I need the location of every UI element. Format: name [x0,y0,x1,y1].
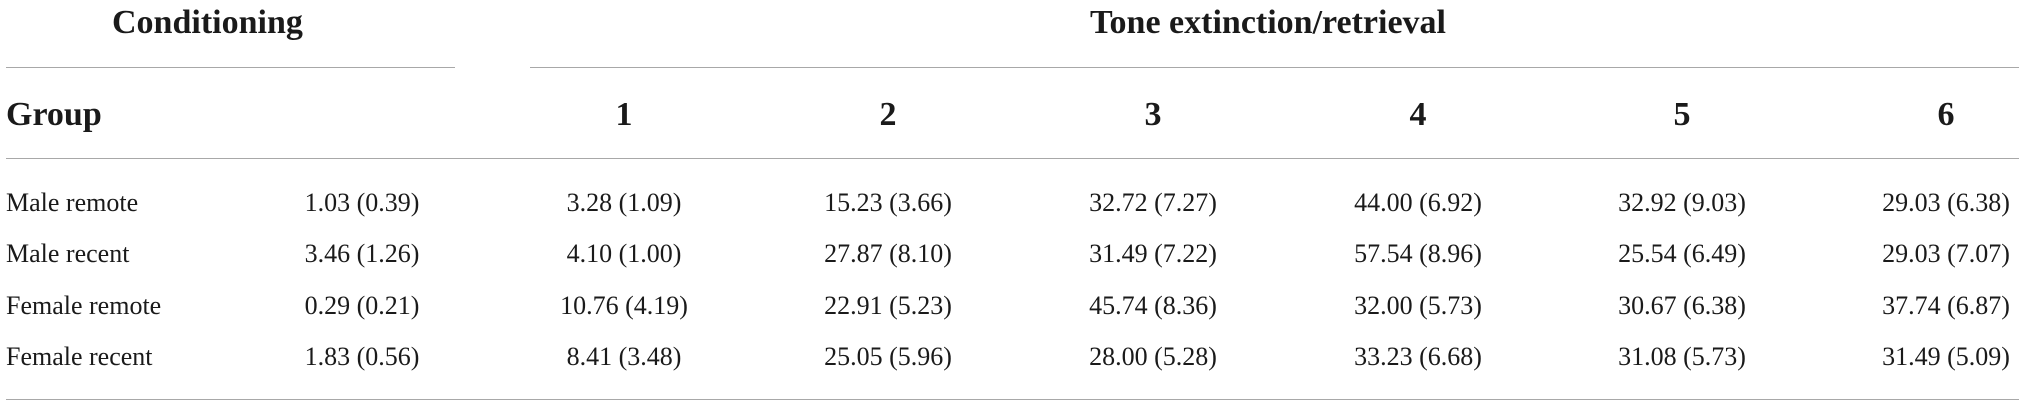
table-cell-session-4: 57.54 (8.96) [1354,239,1482,268]
session-4-header: 4 [1409,96,1427,133]
table-cell-session-6: 37.74 (6.87) [1882,291,2010,320]
tone-extinction-retrieval-header: Tone extinction/retrieval [1089,4,1447,41]
table-cell-conditioning: 1.03 (0.39) [304,188,420,217]
table-row-group: Male remote [6,188,139,217]
table-cell-session-3: 45.74 (8.36) [1089,291,1217,320]
table-cell-session-6: 31.49 (5.09) [1882,342,2010,371]
table-cell-session-2: 27.87 (8.10) [824,239,952,268]
session-3-header: 3 [1144,96,1162,133]
table-row-group: Female remote [6,291,162,320]
table-cell-session-5: 25.54 (6.49) [1618,239,1746,268]
group-column-header: Group [6,96,102,133]
session-5-header: 5 [1673,96,1691,133]
table-cell-session-4: 44.00 (6.92) [1354,188,1482,217]
conditioning-header: Conditioning [112,4,303,41]
session-1-header: 1 [615,96,633,133]
table-cell-session-1: 4.10 (1.00) [566,239,682,268]
table-cell-conditioning: 1.83 (0.56) [304,342,420,371]
table-cell-session-1: 8.41 (3.48) [566,342,682,371]
table-cell-session-3: 32.72 (7.27) [1089,188,1217,217]
table-cell-session-5: 31.08 (5.73) [1618,342,1746,371]
extinction-spanner-rule [530,67,2019,68]
table-cell-session-2: 22.91 (5.23) [824,291,952,320]
table-cell-session-4: 33.23 (6.68) [1354,342,1482,371]
table-cell-session-5: 32.92 (9.03) [1618,188,1746,217]
table-cell-session-6: 29.03 (7.07) [1882,239,2010,268]
session-2-header: 2 [879,96,897,133]
table-row-group: Male recent [6,239,130,268]
table-cell-session-2: 25.05 (5.96) [824,342,952,371]
table-cell-session-2: 15.23 (3.66) [824,188,952,217]
session-6-header: 6 [1937,96,1955,133]
table-cell-session-4: 32.00 (5.73) [1354,291,1482,320]
conditioning-spanner-rule [6,67,455,68]
header-bottom-rule [6,158,2019,159]
table-cell-session-1: 10.76 (4.19) [560,291,688,320]
table-bottom-rule [6,399,2019,400]
table-cell-conditioning: 0.29 (0.21) [304,291,420,320]
table-cell-session-3: 28.00 (5.28) [1089,342,1217,371]
table-cell-session-1: 3.28 (1.09) [566,188,682,217]
table-cell-conditioning: 3.46 (1.26) [304,239,420,268]
table-row-group: Female recent [6,342,153,371]
table-cell-session-5: 30.67 (6.38) [1618,291,1746,320]
table-cell-session-6: 29.03 (6.38) [1882,188,2010,217]
table-cell-session-3: 31.49 (7.22) [1089,239,1217,268]
